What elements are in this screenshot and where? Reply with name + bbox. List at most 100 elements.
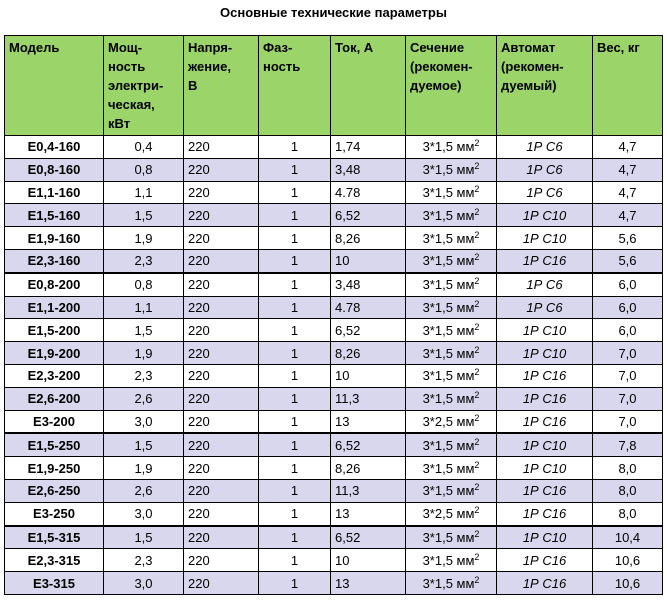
current-cell: 8,26 [330, 226, 406, 250]
model-cell: Е1,9-200 [4, 341, 104, 365]
model-cell: Е1,9-250 [4, 456, 104, 480]
section-cell: 3*1,5 мм2 [405, 157, 497, 182]
weight-cell: 7,0 [592, 363, 663, 388]
table-row: Е1,1-160 1,1 220 1 4.78 3*1,5 мм2 1Р С6 4,7 [4, 180, 663, 205]
parameters-table: Модель Мощ-ность электри-ческая, кВт Напря… [4, 35, 663, 595]
current-cell: 6,52 [330, 318, 406, 343]
section-cell: 3*1,5 мм2 [405, 295, 497, 320]
power-cell: 1,5 [103, 203, 184, 228]
phases-cell: 1 [258, 548, 331, 573]
phases-cell: 1 [258, 203, 331, 228]
power-cell: 3,0 [103, 571, 184, 595]
phases-cell: 1 [258, 341, 331, 365]
voltage-cell: 220 [183, 501, 259, 527]
model-cell: Е2,3-315 [4, 548, 104, 573]
header-phases: Фаз-ность [258, 35, 331, 136]
unit-superscript: 2 [474, 138, 480, 149]
table-row: Е2,3-315 2,3 220 1 10 3*1,5 мм2 1Р С16 10,6 [4, 548, 663, 573]
phases-cell: 1 [258, 432, 331, 458]
breaker-cell: 1Р С10 [496, 524, 593, 550]
phases-cell: 1 [258, 478, 331, 503]
voltage-cell: 220 [183, 203, 259, 228]
table-row: Е3-315 3,0 220 1 13 3*1,5 мм2 1Р С16 10,6 [4, 571, 663, 595]
current-cell: 4.78 [330, 295, 406, 320]
voltage-cell: 220 [183, 157, 259, 182]
current-cell: 8,26 [330, 456, 406, 480]
phases-cell: 1 [258, 409, 331, 434]
section-cell: 3*1,5 мм2 [405, 478, 497, 503]
table-row: Е3-250 3,0 220 1 13 3*2,5 мм2 1Р С16 8,0 [4, 501, 663, 527]
power-cell: 1,9 [103, 226, 184, 250]
section-cell: 3*1,5 мм2 [405, 271, 497, 297]
model-cell: Е1,5-250 [4, 432, 104, 458]
unit-superscript: 2 [474, 183, 480, 194]
table-title: Основные технические параметры [220, 5, 447, 20]
current-cell: 1,74 [330, 135, 406, 159]
power-cell: 3,0 [103, 409, 184, 434]
section-cell: 3*1,5 мм2 [405, 341, 497, 365]
table-row: Е1,9-250 1,9 220 1 8,26 3*1,5 мм2 1Р С10 8,0 [4, 456, 663, 480]
unit-superscript: 2 [474, 459, 480, 470]
phases-cell: 1 [258, 571, 331, 595]
current-cell: 13 [330, 571, 406, 595]
header-current: Ток, А [330, 35, 406, 136]
voltage-cell: 220 [183, 318, 259, 343]
unit-superscript: 2 [474, 551, 480, 562]
section-cell: 3*1,5 мм2 [405, 524, 497, 550]
section-cell: 3*2,5 мм2 [405, 501, 497, 527]
section-cell: 3*1,5 мм2 [405, 318, 497, 343]
unit-superscript: 2 [474, 206, 480, 217]
breaker-cell: 1Р С16 [496, 478, 593, 503]
breaker-cell: 1Р С10 [496, 341, 593, 365]
current-cell: 11,3 [330, 386, 406, 411]
model-cell: Е1,5-160 [4, 203, 104, 228]
current-cell: 13 [330, 501, 406, 527]
header-breaker: Автомат (рекомен-дуемый) [496, 35, 593, 136]
breaker-cell: 1Р С16 [496, 386, 593, 411]
weight-cell: 10,6 [592, 548, 663, 573]
unit-superscript: 2 [474, 276, 480, 287]
model-cell: Е2,3-200 [4, 363, 104, 388]
unit-superscript: 2 [474, 482, 480, 493]
weight-cell: 4,7 [592, 157, 663, 182]
power-cell: 3,0 [103, 501, 184, 527]
unit-superscript: 2 [474, 528, 480, 539]
power-cell: 1,5 [103, 432, 184, 458]
phases-cell: 1 [258, 386, 331, 411]
voltage-cell: 220 [183, 548, 259, 573]
header-row: Модель Мощ-ность электри-ческая, кВт Напря… [4, 35, 663, 136]
voltage-cell: 220 [183, 478, 259, 503]
model-cell: Е1,1-200 [4, 295, 104, 320]
power-cell: 1,5 [103, 524, 184, 550]
weight-cell: 6,0 [592, 271, 663, 297]
breaker-cell: 1Р С6 [496, 135, 593, 159]
unit-superscript: 2 [474, 252, 480, 263]
current-cell: 3,48 [330, 157, 406, 182]
breaker-cell: 1Р С10 [496, 226, 593, 250]
power-cell: 2,3 [103, 248, 184, 274]
section-cell: 3*1,5 мм2 [405, 363, 497, 388]
unit-superscript: 2 [474, 505, 480, 516]
current-cell: 11,3 [330, 478, 406, 503]
voltage-cell: 220 [183, 524, 259, 550]
unit-superscript: 2 [474, 161, 480, 172]
unit-superscript: 2 [474, 574, 480, 585]
header-model: Модель [4, 35, 104, 136]
unit-superscript: 2 [474, 298, 480, 309]
power-cell: 1,1 [103, 295, 184, 320]
current-cell: 10 [330, 248, 406, 274]
model-cell: Е0,8-200 [4, 271, 104, 297]
phases-cell: 1 [258, 363, 331, 388]
unit-superscript: 2 [474, 412, 480, 423]
model-cell: Е1,5-315 [4, 524, 104, 550]
breaker-cell: 1Р С16 [496, 409, 593, 434]
voltage-cell: 220 [183, 226, 259, 250]
weight-cell: 10,4 [592, 524, 663, 550]
model-cell: Е1,1-160 [4, 180, 104, 205]
weight-cell: 4,7 [592, 180, 663, 205]
unit-superscript: 2 [474, 390, 480, 401]
current-cell: 10 [330, 548, 406, 573]
breaker-cell: 1Р С6 [496, 157, 593, 182]
weight-cell: 6,0 [592, 295, 663, 320]
table-row: Е2,3-160 2,3 220 1 10 3*1,5 мм2 1Р С16 5,6 [4, 248, 663, 274]
